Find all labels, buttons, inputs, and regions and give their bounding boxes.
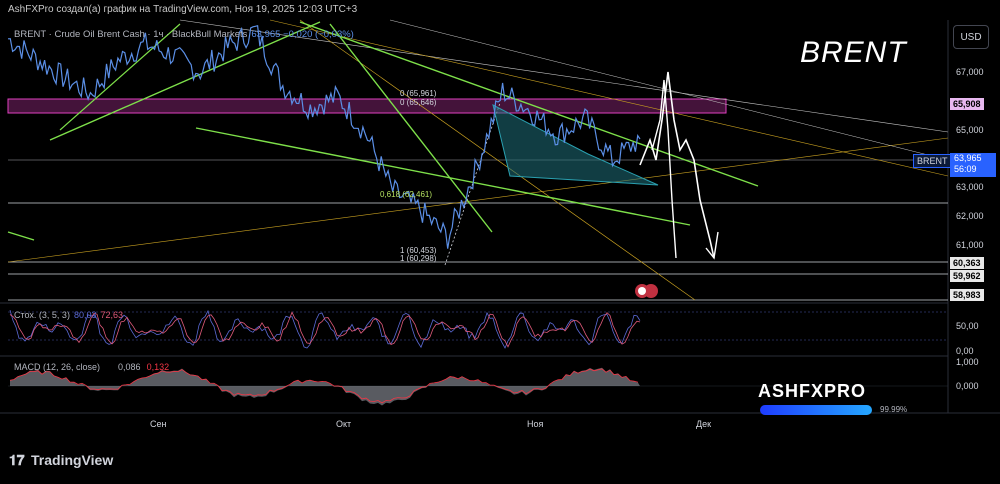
projection-arrowhead	[705, 231, 719, 260]
stoch-tick: 0,00	[956, 346, 974, 356]
stoch-tick: 50,00	[956, 321, 979, 331]
fib-label-0a: 0 (65,961)	[400, 89, 437, 98]
news-flag-icon-inner	[638, 287, 646, 295]
trend-line-green-2	[195, 127, 691, 226]
trend-line-thin-3	[7, 137, 949, 263]
macd-signal-line	[9, 368, 639, 404]
chart-legend[interactable]: BRENT · Crude Oil Brent Cash · 1ч · Blac…	[14, 29, 354, 40]
time-axis-label: Сен	[150, 419, 167, 429]
price-tick: 62,000	[956, 211, 984, 221]
price-tick: 67,000	[956, 67, 984, 77]
tradingview-logo-icon: 𝟏𝟕	[9, 452, 25, 468]
macd-legend[interactable]: MACD (12, 26, close) 0,086 0,132	[14, 362, 169, 372]
trend-line-green-3	[299, 21, 759, 187]
fib-label-1a: 1 (60,453)	[400, 246, 437, 255]
bar-countdown: 56:09	[954, 164, 977, 174]
fib-label-1b: 1 (60,298)	[400, 254, 437, 263]
macd-histogram	[10, 367, 640, 406]
fib-label-0b: 0 (65,646)	[400, 98, 437, 107]
tradingview-logo[interactable]: 𝟏𝟕 TradingView	[9, 452, 113, 469]
legend-values: 63,965 −0,020 (−0,03%)	[251, 29, 354, 40]
macd-signal-value: 0,132	[146, 362, 170, 372]
stoch-legend[interactable]: Стох. (3, 5, 3) 80,03 72,63	[14, 310, 123, 320]
price-badge-58983: 58,983	[950, 289, 984, 301]
stoch-label: Стох. (3, 5, 3)	[14, 310, 70, 320]
fib-label-0618: 0,618 (62,461)	[380, 190, 433, 199]
stoch-d-value: 72,63	[100, 310, 124, 320]
watermark-progress-bar	[760, 405, 872, 415]
projection-path-1	[639, 71, 715, 259]
chart-header: AshFXPro создал(а) график на TradingView…	[8, 4, 358, 15]
price-tick: 61,000	[956, 240, 984, 250]
trend-line-green-4	[329, 23, 493, 233]
trend-line-thin-4	[299, 19, 696, 301]
trend-line-green-6	[59, 23, 181, 131]
trend-line-thin-2	[269, 19, 949, 177]
stoch-d-line	[9, 311, 641, 348]
news-flag-icon-2	[644, 284, 658, 298]
macd-tick: 0,000	[956, 381, 979, 391]
trend-line-green-5	[7, 231, 35, 241]
trend-line-green-1	[49, 21, 321, 141]
currency-button[interactable]: USD	[953, 25, 989, 49]
legend-symbol: BRENT · Crude Oil Brent Cash · 1ч · Blac…	[14, 29, 248, 40]
time-axis-label: Ноя	[527, 419, 544, 429]
trend-line-thin-5	[389, 19, 949, 161]
projection-path-2	[651, 79, 677, 259]
price-tick: 63,000	[956, 182, 984, 192]
price-badge-59962: 59,962	[950, 270, 984, 282]
tradingview-logo-text: TradingView	[31, 452, 114, 468]
macd-label: MACD (12, 26, close)	[14, 362, 101, 372]
price-tick: 65,000	[956, 125, 984, 135]
macd-tick: 1,000	[956, 357, 979, 367]
watermark-percent: 99.99%	[880, 405, 908, 414]
time-axis-label: Дек	[696, 419, 712, 429]
price-badge-65908: 65,908	[950, 98, 984, 110]
triangle-pattern	[492, 104, 659, 186]
current-price: 63,965	[954, 153, 982, 163]
stoch-k-line	[9, 309, 641, 349]
trend-line-thin-1	[179, 19, 949, 133]
symbol-title: BRENT	[800, 36, 907, 69]
price-line	[7, 24, 641, 249]
current-symbol-tag: BRENT	[913, 154, 952, 168]
price-badge-60363: 60,363	[950, 257, 984, 269]
current-price-tag: 63,965 56:09	[950, 153, 996, 177]
stoch-k-value: 80,03	[73, 310, 97, 320]
fib-trend-dotted	[444, 102, 501, 266]
watermark-name: ASHFXPRO	[758, 381, 867, 401]
time-axis-label: Окт	[336, 419, 352, 429]
resistance-zone	[7, 98, 727, 114]
macd-hist-value: 0,086	[118, 362, 141, 372]
